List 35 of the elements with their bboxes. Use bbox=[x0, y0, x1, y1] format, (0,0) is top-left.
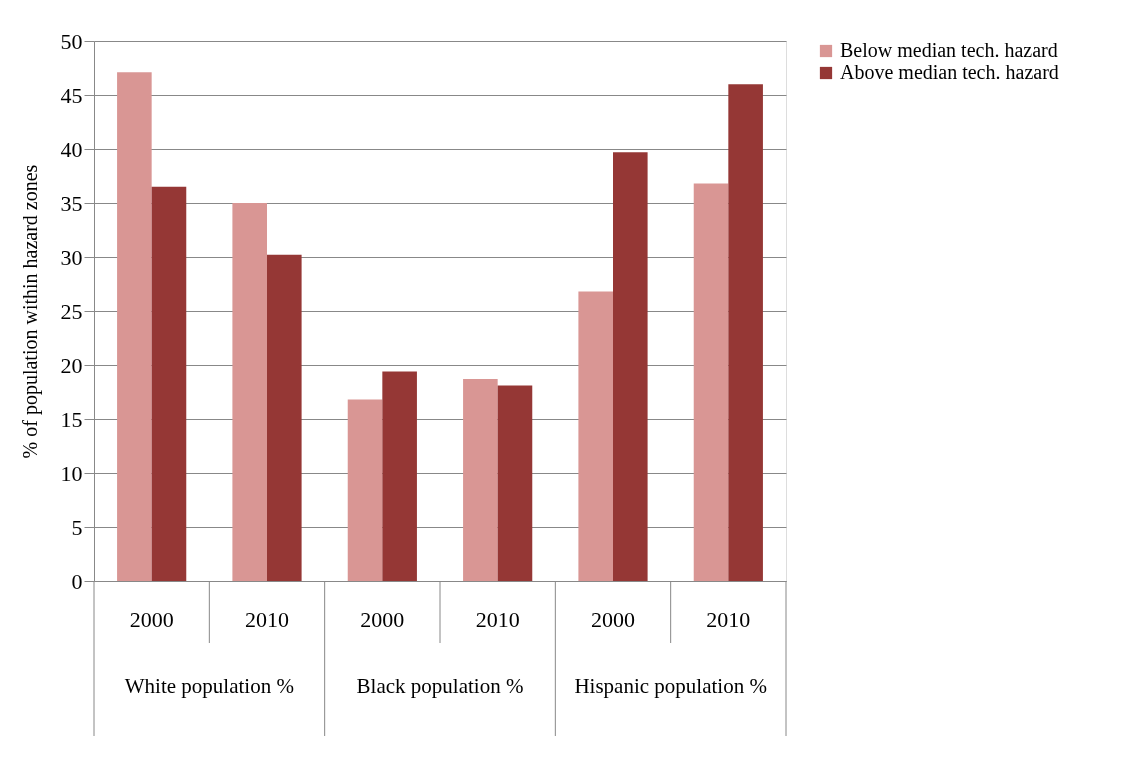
x-tick-label: 2010 bbox=[245, 606, 289, 632]
y-tick-label: 15 bbox=[60, 406, 83, 432]
y-tick-label: 45 bbox=[60, 82, 83, 108]
bar bbox=[117, 72, 152, 581]
bar bbox=[267, 254, 302, 581]
bar bbox=[382, 371, 417, 581]
y-tick-label: 50 bbox=[60, 28, 83, 54]
bar bbox=[463, 379, 498, 581]
legend-label: Below median tech. hazard bbox=[840, 39, 1058, 61]
x-tick-label: 2000 bbox=[591, 606, 635, 632]
y-axis-title: % of population within hazard zones bbox=[18, 164, 42, 459]
bar bbox=[693, 183, 729, 581]
y-tick-label: 25 bbox=[60, 298, 83, 324]
bar bbox=[151, 186, 187, 581]
x-tick-label: 2000 bbox=[129, 606, 174, 632]
x-tick-label: 2010 bbox=[475, 606, 520, 632]
legend-label: Above median tech. hazard bbox=[840, 61, 1059, 83]
bar bbox=[497, 385, 533, 581]
bar bbox=[613, 152, 648, 581]
y-tick-label: 5 bbox=[71, 514, 83, 540]
bar bbox=[728, 84, 763, 581]
text: White population % bbox=[124, 674, 294, 698]
bar bbox=[347, 399, 383, 581]
y-tick-label: 10 bbox=[60, 460, 83, 486]
x-tick-label: 2010 bbox=[706, 606, 751, 632]
y-tick-label: 40 bbox=[60, 136, 83, 162]
text: Black population % bbox=[356, 674, 524, 698]
y-tick-label: 30 bbox=[60, 244, 83, 270]
text: Hispanic population % bbox=[574, 674, 767, 698]
bar bbox=[232, 203, 267, 581]
y-tick-label: 35 bbox=[60, 190, 83, 216]
y-tick-label: 20 bbox=[60, 352, 83, 378]
x-tick-label: 2000 bbox=[360, 606, 405, 632]
bar bbox=[578, 291, 613, 581]
y-tick-label: 0 bbox=[71, 568, 83, 594]
